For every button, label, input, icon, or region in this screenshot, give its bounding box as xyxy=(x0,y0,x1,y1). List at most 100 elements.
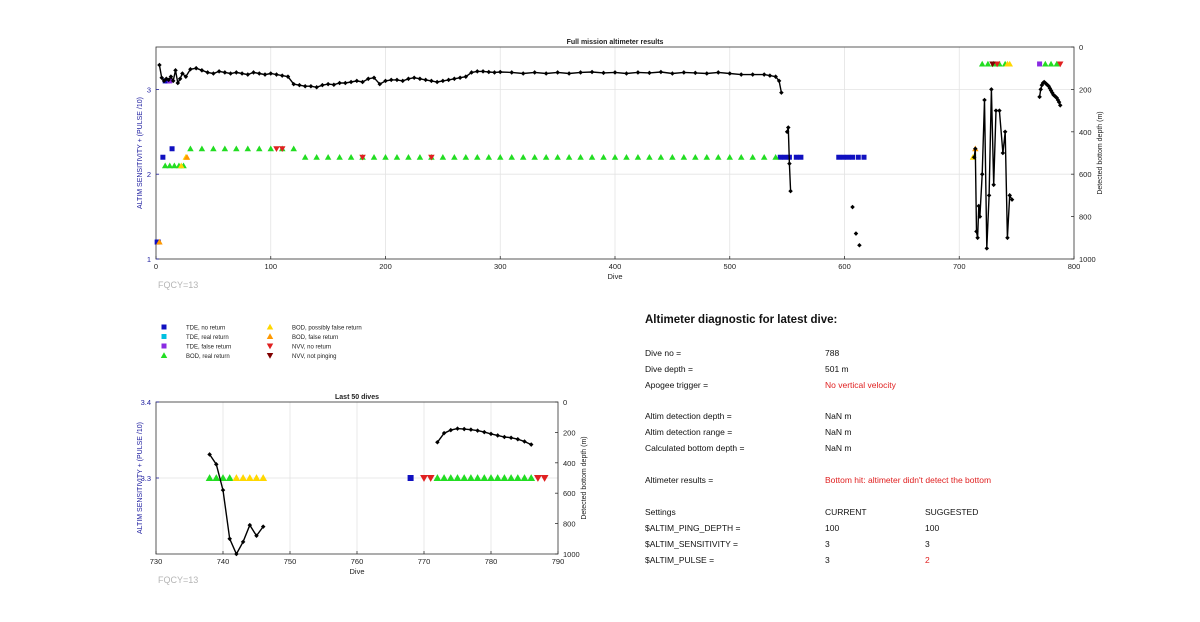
bottom-depth-point xyxy=(853,231,859,236)
calculated-bottom-depth-value: NaN m xyxy=(825,443,852,453)
marker-bod-real-return xyxy=(161,162,169,169)
marker-bod-real-return xyxy=(225,474,234,481)
bottom-depth-point xyxy=(354,78,360,84)
marker-bod-false-return xyxy=(183,153,191,160)
x-tick-label: 500 xyxy=(723,262,736,271)
bottom-depth-point xyxy=(522,439,527,444)
bottom-depth-point xyxy=(1000,150,1006,156)
bottom-depth-point xyxy=(991,182,996,188)
marker-bod-real-return xyxy=(703,153,711,160)
marker-tde-no-return xyxy=(782,154,788,160)
bottom-depth-point xyxy=(457,75,463,81)
x-tick-label: 600 xyxy=(838,262,851,271)
bottom-depth-point xyxy=(788,188,793,194)
marker-bod-real-return xyxy=(669,153,676,160)
x-tick-label: 300 xyxy=(494,262,507,271)
bottom-depth-point xyxy=(779,90,784,95)
legend-marker-triangle-up xyxy=(160,352,168,358)
marker-bod-real-return xyxy=(313,153,320,160)
altim-detection-range-row: Altim detection range = NaN m xyxy=(645,427,1065,441)
marker-bod-real-return xyxy=(772,153,779,160)
marker-bod-real-return xyxy=(487,474,495,481)
marker-nvv-no-return xyxy=(428,154,435,161)
bottom-depth-point xyxy=(716,70,721,75)
altim-detection-depth-value: NaN m xyxy=(825,411,852,421)
bottom-depth-point xyxy=(786,125,791,130)
marker-bod-real-return xyxy=(565,153,573,160)
bottom-depth-point xyxy=(1037,94,1042,100)
marker-bod-real-return xyxy=(205,474,214,481)
marker-bod-real-return xyxy=(210,145,217,152)
setting-row: $ALTIM_PING_DEPTH = 100 100 xyxy=(645,523,1065,537)
bottom-depth-point xyxy=(1057,103,1063,108)
x-tick-label: 750 xyxy=(284,557,297,566)
bottom-depth-point xyxy=(343,80,348,86)
dive-depth-value: 501 m xyxy=(825,364,849,374)
bottom-depth-point xyxy=(704,71,710,76)
x-axis-label: Dive xyxy=(607,272,622,281)
marker-bod-real-return xyxy=(462,153,470,160)
marker-bod-real-return xyxy=(737,153,745,160)
bottom-depth-point xyxy=(170,78,176,84)
marker-bod-real-return xyxy=(657,153,665,160)
altim-detection-range-label: Altim detection range = xyxy=(645,427,733,437)
bottom-depth-point xyxy=(193,65,199,71)
bottom-depth-point xyxy=(228,71,233,76)
bottom-depth-point xyxy=(509,70,514,75)
marker-bod-real-return xyxy=(680,153,688,160)
legend-label: NVV, no return xyxy=(292,345,331,351)
bottom-depth-point xyxy=(220,487,226,493)
bottom-depth-point xyxy=(205,70,210,75)
bottom-depth-point xyxy=(495,433,500,438)
setting-current: 100 xyxy=(825,523,840,533)
setting-row: $ALTIM_SENSITIVITY = 3 3 xyxy=(645,539,1065,553)
legend-label: TDE, false return xyxy=(186,345,231,351)
marker-bod-real-return xyxy=(1047,60,1055,67)
marker-bod-real-return xyxy=(508,153,515,160)
bottom-depth-point xyxy=(337,80,342,86)
bottom-depth-point xyxy=(394,77,400,83)
bottom-depth-point xyxy=(497,69,503,75)
dive-no-label: Dive no = xyxy=(645,348,682,358)
setting-suggested: 100 xyxy=(925,523,940,533)
x-tick-label: 800 xyxy=(1068,262,1081,271)
bottom-depth-point xyxy=(670,71,675,76)
marker-nvv-no-return xyxy=(278,146,286,153)
setting-name: $ALTIM_PULSE = xyxy=(645,555,715,565)
bottom-depth-point xyxy=(461,426,467,432)
bottom-depth-point xyxy=(417,76,423,82)
legend-label: TDE, real return xyxy=(186,335,229,341)
marker-tde-false-return xyxy=(1037,61,1043,67)
bottom-depth-point xyxy=(750,72,755,77)
marker-bod-real-return xyxy=(473,474,482,481)
x-tick-label: 770 xyxy=(418,557,431,566)
bottom-depth-point xyxy=(612,70,618,75)
apogee-value: No vertical velocity xyxy=(825,380,896,390)
bottom-depth-point xyxy=(227,536,232,542)
marker-bod-real-return xyxy=(611,153,619,160)
bottom-depth-point xyxy=(502,434,507,440)
dive-no-value: 788 xyxy=(825,348,840,358)
x-tick-label: 400 xyxy=(609,262,622,271)
bottom-depth-point xyxy=(297,82,302,88)
y-left-tick-label: 2 xyxy=(147,170,151,179)
marker-nvv-no-return xyxy=(359,154,366,161)
x-tick-label: 0 xyxy=(154,262,158,271)
calculated-bottom-depth-row: Calculated bottom depth = NaN m xyxy=(645,443,1065,457)
bottom-depth-point xyxy=(207,452,212,457)
y-right-tick-label: 600 xyxy=(563,489,576,498)
marker-bod-real-return xyxy=(166,162,174,169)
marker-bod-real-return xyxy=(439,153,447,160)
bottom-depth-point xyxy=(274,72,279,77)
marker-bod-real-return xyxy=(433,474,442,481)
setting-suggested: 3 xyxy=(925,539,930,549)
marker-bod-real-return xyxy=(531,153,538,160)
fqcy-annotation: FQCY=13 xyxy=(158,575,198,585)
legend-marker-square xyxy=(161,334,167,339)
marker-bod-real-return xyxy=(171,162,178,169)
bottom-depth-point xyxy=(520,71,526,76)
marker-bod-real-return xyxy=(233,145,240,152)
bottom-depth-point xyxy=(693,70,698,76)
marker-tde-no-return xyxy=(793,154,799,160)
bottom-depth-point xyxy=(211,71,216,76)
